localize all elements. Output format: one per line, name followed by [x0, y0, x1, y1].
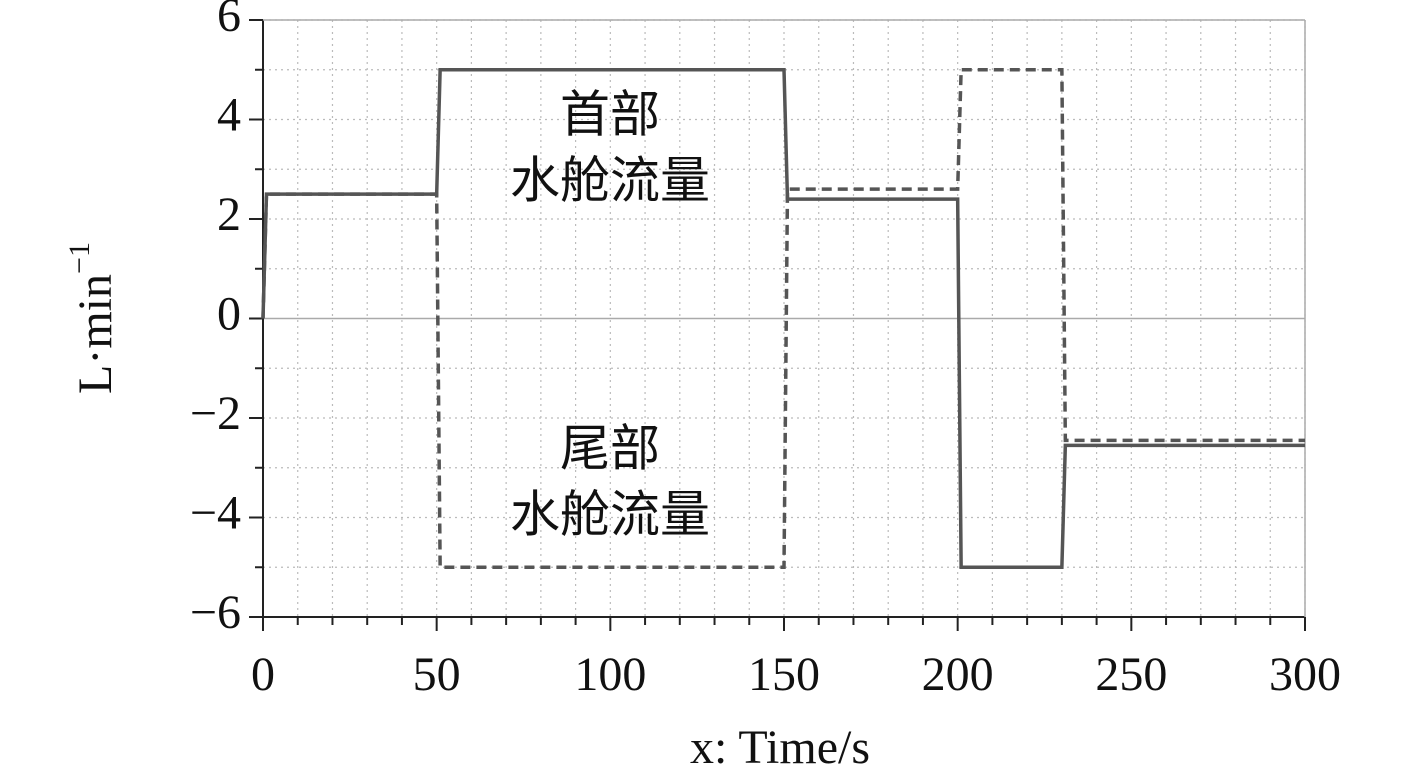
x-axis-label: x: Time/s — [690, 721, 870, 772]
y-tick-label: 2 — [217, 188, 241, 241]
y-tick-label: 0 — [217, 288, 241, 341]
y-axis-label-base: L·min — [69, 274, 122, 394]
y-axis-label-sup: −1 — [63, 242, 96, 274]
y-axis-label: L·min−1 — [63, 242, 122, 394]
x-tick-label: 0 — [251, 648, 275, 701]
x-tick-label: 250 — [1095, 648, 1167, 701]
annotation: 尾部 — [560, 420, 660, 478]
annotation: 首部 — [560, 86, 660, 144]
x-tick-label: 100 — [574, 648, 646, 701]
x-tick-label: 150 — [748, 648, 820, 701]
x-tick-label: 50 — [413, 648, 461, 701]
annotation: 水舱流量 — [510, 152, 710, 210]
x-tick-label: 200 — [922, 648, 994, 701]
x-tick-label: 300 — [1269, 648, 1341, 701]
y-tick-label: −4 — [190, 487, 241, 540]
y-tick-label: 6 — [217, 0, 241, 42]
y-tick-label: −2 — [190, 387, 241, 440]
y-tick-label: 4 — [217, 89, 241, 142]
annotation: 水舱流量 — [510, 486, 710, 544]
y-tick-label: −6 — [190, 586, 241, 639]
